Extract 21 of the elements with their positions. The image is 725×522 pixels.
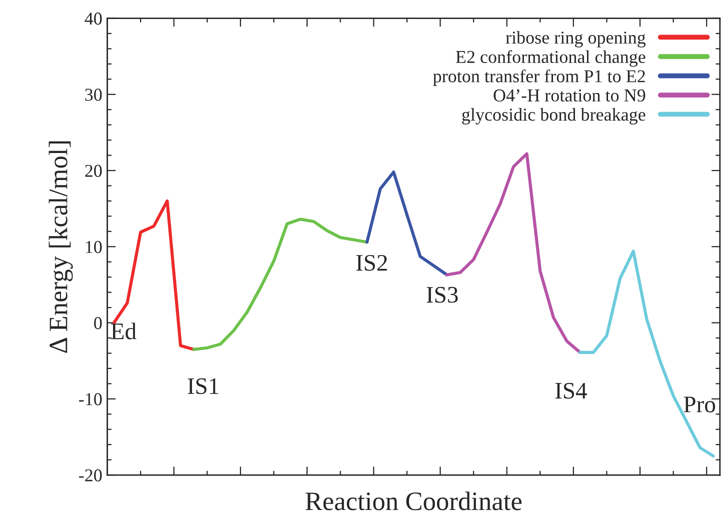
x-axis-title: Reaction Coordinate (306, 492, 522, 510)
y-tick-label: 30 (85, 88, 102, 101)
line-series (112, 199, 196, 351)
annotation: IS2 (356, 254, 387, 271)
legend-label: proton transfer from P1 to E2 (433, 69, 645, 86)
annotation: IS1 (188, 378, 218, 394)
y-tick-label: -10 (79, 393, 102, 406)
legend-label: O4’-H rotation to N9 (494, 89, 646, 102)
annotation: Pro (684, 396, 716, 412)
annotation: Ed (111, 322, 136, 340)
y-tick-label: 0 (94, 317, 102, 330)
legend-label: E2 conformational change (456, 50, 646, 67)
y-tick-label: -20 (79, 469, 102, 482)
y-tick-label: 20 (85, 164, 102, 177)
legend-label: ribose ring opening (506, 31, 646, 48)
y-tick-label: 40 (84, 12, 102, 25)
y-tick-label: 10 (86, 240, 102, 254)
legend-label: glycosidic bond breakage (462, 108, 646, 124)
annotation: IS3 (426, 286, 458, 303)
y-axis-title: Δ Energy [kcal/mol] (48, 141, 73, 353)
annotation: IS4 (555, 382, 587, 399)
